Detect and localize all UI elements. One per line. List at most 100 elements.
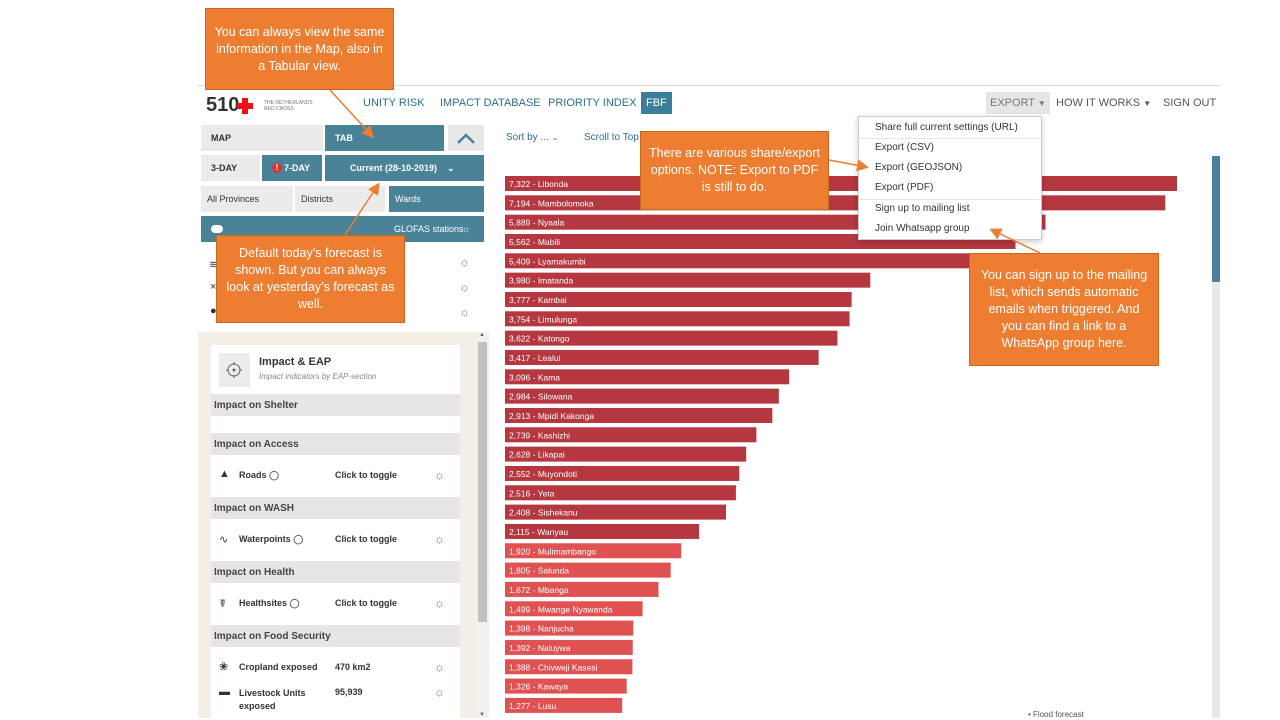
person-icon: ● — [210, 305, 217, 317]
bar-kambai[interactable] — [505, 291, 852, 307]
rain-icon: ≋ — [209, 259, 219, 271]
bar-lusu[interactable] — [505, 697, 623, 713]
scroll-up-icon[interactable]: ▲ — [479, 332, 485, 338]
panel-scrollbar[interactable]: ▲ ▼ — [476, 332, 489, 718]
bar-label: 2,984 - Silowana — [509, 392, 573, 402]
bar-label: 1,392 - Naluywa — [509, 643, 571, 653]
chart-scrollbar-thumb[interactable] — [1212, 156, 1220, 282]
wards-button[interactable]: Wards — [389, 186, 484, 212]
districts-button[interactable]: Districts — [295, 186, 385, 212]
bar-lealui[interactable] — [505, 349, 819, 365]
bar-chivweji-kasesi[interactable] — [505, 659, 633, 675]
logo-510[interactable]: 510 THE NETHERLANDS RED CROSS — [206, 94, 313, 120]
nav-export[interactable]: EXPORT ▼ — [986, 92, 1050, 114]
nav-impact-database[interactable]: IMPACT DATABASE — [440, 97, 541, 109]
nav-fbf[interactable]: FBF — [641, 92, 672, 114]
gear-icon[interactable]: ☼ — [462, 224, 471, 234]
bar-yeta[interactable] — [505, 485, 736, 501]
gear-icon[interactable]: ☼ — [434, 468, 445, 482]
toggle-switch-icon[interactable] — [211, 225, 223, 233]
card-icon-box — [219, 353, 250, 387]
menu-export-pdf[interactable]: Export (PDF) — [875, 182, 934, 193]
scroll-to-top-link[interactable]: Scroll to Top — [584, 132, 639, 143]
all-provinces-button[interactable]: All Provinces — [201, 186, 293, 212]
toggle-icon[interactable]: ◯ — [293, 534, 304, 544]
healthsites-label-text: Healthsites — [239, 598, 288, 608]
gear-icon[interactable]: ☼ — [434, 660, 445, 674]
bar-lyamakumbi[interactable] — [505, 253, 1002, 269]
map-view-button[interactable]: MAP — [201, 125, 323, 151]
roads-label-text: Roads — [239, 470, 267, 480]
gear-icon[interactable]: ☼ — [459, 255, 470, 269]
bar-sishekanu[interactable] — [505, 504, 727, 520]
toggle-icon[interactable]: ◯ — [269, 470, 280, 480]
section-health[interactable]: Impact on Health — [211, 561, 460, 583]
section-wash[interactable]: Impact on WASH — [211, 497, 460, 519]
logo-number: 510 — [206, 94, 240, 116]
three-day-button[interactable]: 3-DAY — [201, 155, 260, 181]
bar-label: 2,628 - Likapai — [509, 450, 565, 460]
nav-priority-index[interactable]: PRIORITY INDEX — [548, 97, 637, 109]
healthsites-value[interactable]: Click to toggle — [335, 598, 398, 608]
gear-icon[interactable]: ☼ — [434, 596, 445, 610]
callout-forecast: Default today’s forecast is shown. But y… — [216, 235, 405, 323]
bar-likapai[interactable] — [505, 446, 747, 462]
bar-kashizhi[interactable] — [505, 427, 757, 443]
scroll-down-icon[interactable]: ▼ — [479, 712, 485, 718]
chevron-up-icon — [457, 133, 475, 144]
menu-export-csv[interactable]: Export (CSV) — [875, 142, 934, 153]
gear-icon[interactable]: ☼ — [459, 305, 470, 319]
nav-sign-out[interactable]: SIGN OUT — [1163, 97, 1217, 109]
healthsites-label[interactable]: Healthsites ◯ — [239, 598, 300, 609]
bar-label: 1,398 - Nanjucha — [509, 624, 574, 634]
section-shelter[interactable]: Impact on Shelter — [211, 394, 460, 416]
collapse-button[interactable] — [448, 125, 484, 151]
section-food-security[interactable]: Impact on Food Security — [211, 625, 460, 647]
bar-naluywa[interactable] — [505, 639, 633, 655]
roads-value[interactable]: Click to toggle — [335, 470, 398, 480]
bar-nanjucha[interactable] — [505, 620, 634, 636]
menu-mailing-list[interactable]: Sign up to mailing list — [875, 203, 970, 214]
bar-label: 5,409 - Lyamakumbi — [509, 256, 586, 266]
gear-icon[interactable]: ☼ — [459, 280, 470, 294]
sort-by-dropdown[interactable]: Sort by ... ⌄ — [506, 132, 558, 143]
nav-community-risk[interactable]: UNITY RISK — [363, 97, 425, 109]
toggle-icon[interactable]: ◯ — [289, 598, 300, 608]
current-forecast-select[interactable]: Current (28-10-2019) ⌄ — [325, 155, 484, 181]
gear-icon[interactable]: ☼ — [434, 685, 445, 699]
bar-mbanga[interactable] — [505, 581, 659, 597]
red-cross-icon — [237, 98, 253, 114]
crop-icon: ❀ — [219, 661, 229, 673]
bar-kawaya[interactable] — [505, 678, 627, 694]
bar-muyondoti[interactable] — [505, 465, 740, 481]
bar-libonda[interactable] — [505, 176, 1177, 191]
bar-kama[interactable] — [505, 369, 790, 385]
bar-wanyau[interactable] — [505, 523, 700, 539]
seven-day-button[interactable]: ! 7-DAY — [262, 155, 322, 181]
bar-mpidi-kakonga[interactable] — [505, 407, 773, 423]
bar-mwange-nyawanda[interactable] — [505, 601, 643, 617]
menu-share-url[interactable]: Share full current settings (URL) — [875, 122, 1018, 133]
menu-whatsapp[interactable]: Join Whatsapp group — [875, 223, 970, 234]
bar-katongo[interactable] — [505, 330, 838, 346]
tab-view-button[interactable]: TAB — [325, 125, 444, 151]
callout-mailing: You can sign up to the mailing list, whi… — [969, 253, 1159, 366]
menu-export-geojson[interactable]: Export (GEOJSON) — [875, 162, 963, 173]
footer-text: • Flood forecast — [1028, 710, 1084, 719]
section-access[interactable]: Impact on Access — [211, 433, 460, 455]
chart-scrollbar[interactable] — [1212, 156, 1220, 718]
gear-icon[interactable]: ☼ — [434, 532, 445, 546]
nav-how-it-works[interactable]: HOW IT WORKS ▼ — [1056, 97, 1151, 109]
card-title: Impact & EAP — [259, 356, 332, 368]
waterpoints-label[interactable]: Waterpoints ◯ — [239, 534, 303, 545]
scrollbar-thumb[interactable] — [478, 342, 487, 622]
bar-imatanda[interactable] — [505, 272, 871, 288]
bar-label: 5,562 - Mabili — [509, 237, 560, 247]
bar-salunda[interactable] — [505, 562, 671, 578]
roads-label[interactable]: Roads ◯ — [239, 470, 279, 481]
waterpoints-value[interactable]: Click to toggle — [335, 534, 398, 544]
bar-mambolomoka[interactable] — [505, 195, 1166, 211]
bar-mulimambango[interactable] — [505, 543, 682, 559]
bar-silowana[interactable] — [505, 388, 779, 404]
bar-limulunga[interactable] — [505, 311, 850, 327]
